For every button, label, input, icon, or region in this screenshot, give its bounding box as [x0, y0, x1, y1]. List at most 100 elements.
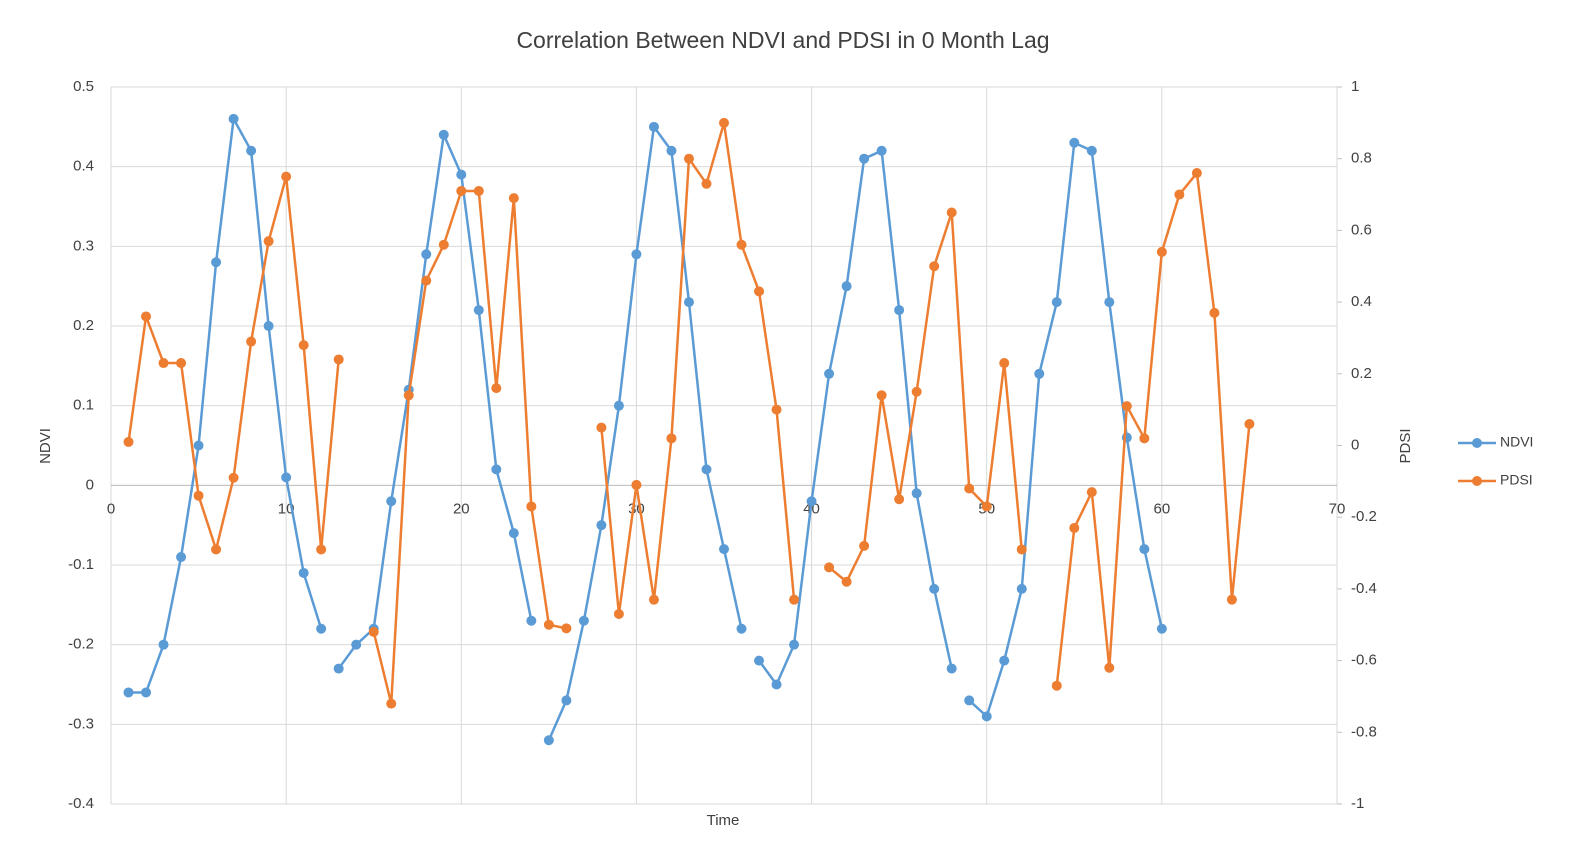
data-point — [298, 567, 309, 578]
data-point — [456, 169, 467, 180]
data-point — [841, 281, 852, 292]
data-point — [228, 113, 239, 124]
data-point — [526, 615, 537, 626]
data-point — [859, 153, 870, 164]
x-tick-label: 70 — [1329, 500, 1346, 517]
data-point — [1104, 662, 1115, 673]
data-point — [228, 472, 239, 483]
data-point — [596, 520, 607, 531]
y2-tick-label: 0.2 — [1351, 365, 1372, 382]
data-point — [578, 615, 589, 626]
data-point — [1174, 189, 1185, 200]
data-point — [403, 390, 414, 401]
data-point — [491, 383, 502, 394]
data-point — [351, 639, 362, 650]
data-point — [946, 663, 957, 674]
data-point — [386, 698, 397, 709]
data-point — [1139, 544, 1150, 555]
data-point — [491, 464, 502, 475]
data-point — [1086, 487, 1097, 498]
data-point — [946, 207, 957, 218]
data-point — [1086, 145, 1097, 156]
y-tick-label: 0 — [86, 476, 94, 493]
data-point — [421, 275, 432, 286]
data-point — [613, 400, 624, 411]
data-point — [824, 368, 835, 379]
data-point — [596, 422, 607, 433]
data-point — [1226, 594, 1237, 605]
data-point — [316, 623, 327, 634]
data-point — [1156, 246, 1167, 257]
data-point — [648, 594, 659, 605]
data-point — [894, 494, 905, 505]
data-point — [543, 619, 554, 630]
data-point — [438, 129, 449, 140]
legend-label: PDSI — [1500, 472, 1533, 488]
data-point — [1244, 418, 1255, 429]
y2-tick-label: -0.8 — [1351, 723, 1377, 740]
x-tick-label: 20 — [453, 500, 470, 517]
data-point — [981, 711, 992, 722]
x-tick-label: 60 — [1154, 500, 1171, 517]
data-point — [736, 623, 747, 634]
data-point — [123, 687, 134, 698]
y2-axis-label: PDSI — [1397, 428, 1414, 463]
data-point — [333, 354, 344, 365]
y2-tick-label: 0.6 — [1351, 221, 1372, 238]
data-point — [123, 436, 134, 447]
data-point — [386, 496, 397, 507]
legend-label: NDVI — [1500, 434, 1533, 450]
data-point — [1051, 297, 1062, 308]
data-point — [894, 305, 905, 316]
data-point — [473, 185, 484, 196]
data-point — [964, 695, 975, 706]
data-point — [999, 358, 1010, 369]
data-point — [876, 145, 887, 156]
data-point — [613, 608, 624, 619]
data-point — [929, 583, 940, 594]
y-tick-label: -0.4 — [68, 795, 94, 812]
data-point — [543, 735, 554, 746]
data-point — [333, 663, 344, 674]
data-point — [999, 655, 1010, 666]
data-point — [789, 639, 800, 650]
data-point — [824, 562, 835, 573]
data-point — [771, 679, 782, 690]
data-point — [754, 286, 765, 297]
data-point — [911, 386, 922, 397]
data-point — [666, 433, 677, 444]
y-tick-label: 0.3 — [73, 237, 94, 254]
data-point — [719, 544, 729, 555]
y2-tick-label: 0.8 — [1351, 150, 1372, 167]
data-point — [508, 528, 519, 539]
y-axis-label: NDVI — [37, 428, 54, 464]
data-point — [263, 321, 274, 331]
data-point — [964, 483, 975, 494]
data-point — [701, 464, 712, 475]
data-point — [473, 305, 484, 316]
data-point — [648, 121, 659, 132]
y2-tick-label: 1 — [1351, 78, 1359, 95]
data-point — [1069, 522, 1080, 533]
y-tick-label: -0.1 — [68, 556, 94, 573]
data-point — [1069, 137, 1080, 148]
data-point — [158, 639, 169, 650]
data-point — [1156, 623, 1167, 634]
data-point — [316, 544, 327, 555]
series-line — [128, 117, 1164, 741]
chart-title: Correlation Between NDVI and PDSI in 0 M… — [516, 27, 1049, 53]
data-point — [1121, 401, 1132, 412]
data-point — [631, 249, 642, 260]
data-point — [141, 687, 152, 698]
data-point — [193, 440, 204, 451]
data-point — [211, 544, 222, 555]
data-point — [1034, 368, 1045, 379]
data-point — [701, 178, 712, 189]
data-point — [421, 249, 432, 260]
data-point — [789, 594, 800, 605]
data-point — [859, 540, 870, 551]
data-point — [841, 576, 852, 587]
y-tick-label: -0.2 — [68, 636, 94, 653]
data-point — [1191, 168, 1202, 179]
